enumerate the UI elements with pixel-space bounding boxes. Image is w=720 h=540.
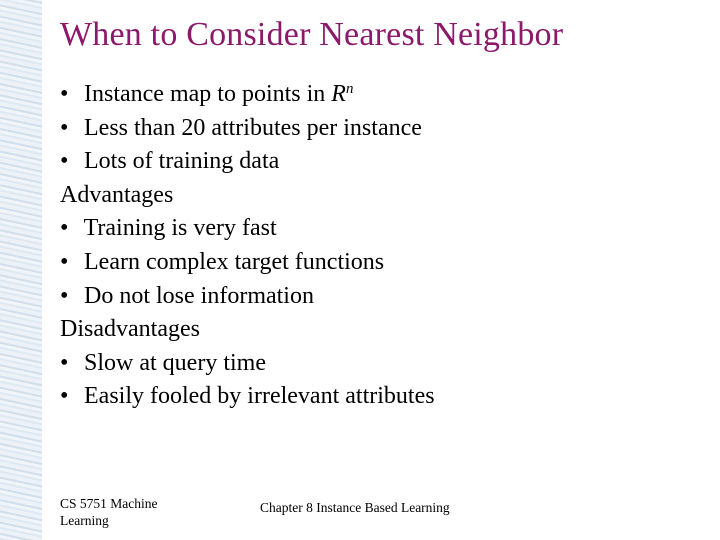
bullet-glyph-icon: • — [60, 246, 78, 280]
bullet-glyph-icon: • — [60, 112, 78, 146]
bullet-glyph-icon: • — [60, 145, 78, 179]
section-heading: Advantages — [60, 179, 690, 213]
footer-left-line2: Learning — [60, 513, 109, 528]
bullet-text: Easily fooled by irrelevant attributes — [84, 383, 435, 409]
section-heading-text: Disadvantages — [60, 316, 200, 342]
math-superscript: n — [346, 81, 353, 97]
bullet-item: • Do not lose information — [60, 280, 690, 314]
section-heading: Disadvantages — [60, 313, 690, 347]
slide: When to Consider Nearest Neighbor • Inst… — [0, 0, 720, 540]
footer-left: CS 5751 Machine Learning — [60, 496, 230, 530]
bullet-glyph-icon: • — [60, 347, 78, 381]
bullet-item: • Training is very fast — [60, 212, 690, 246]
slide-title: When to Consider Nearest Neighbor — [60, 16, 700, 54]
footer-center: Chapter 8 Instance Based Learning — [260, 500, 600, 516]
bullet-text-before: Instance map to points in — [84, 81, 331, 107]
left-texture-strip — [0, 0, 42, 540]
bullet-glyph-icon: • — [60, 380, 78, 414]
bullet-glyph-icon: • — [60, 78, 78, 112]
bullet-text: Slow at query time — [84, 350, 266, 376]
bullet-item: • Learn complex target functions — [60, 246, 690, 280]
bullet-item: • Instance map to points in Rn — [60, 78, 690, 112]
bullet-glyph-icon: • — [60, 212, 78, 246]
bullet-item: • Slow at query time — [60, 347, 690, 381]
bullet-text: Less than 20 attributes per instance — [84, 115, 422, 141]
bullet-text: Do not lose information — [84, 283, 314, 309]
footer-left-line1: CS 5751 Machine — [60, 496, 158, 511]
bullet-item: • Easily fooled by irrelevant attributes — [60, 380, 690, 414]
math-base: R — [331, 81, 346, 107]
bullet-item: • Lots of training data — [60, 145, 690, 179]
bullet-glyph-icon: • — [60, 280, 78, 314]
bullet-text: Learn complex target functions — [84, 249, 384, 275]
slide-body: • Instance map to points in Rn • Less th… — [60, 78, 690, 414]
section-heading-text: Advantages — [60, 182, 173, 208]
bullet-text: Lots of training data — [84, 148, 279, 174]
bullet-text: Training is very fast — [84, 215, 277, 241]
bullet-item: • Less than 20 attributes per instance — [60, 112, 690, 146]
